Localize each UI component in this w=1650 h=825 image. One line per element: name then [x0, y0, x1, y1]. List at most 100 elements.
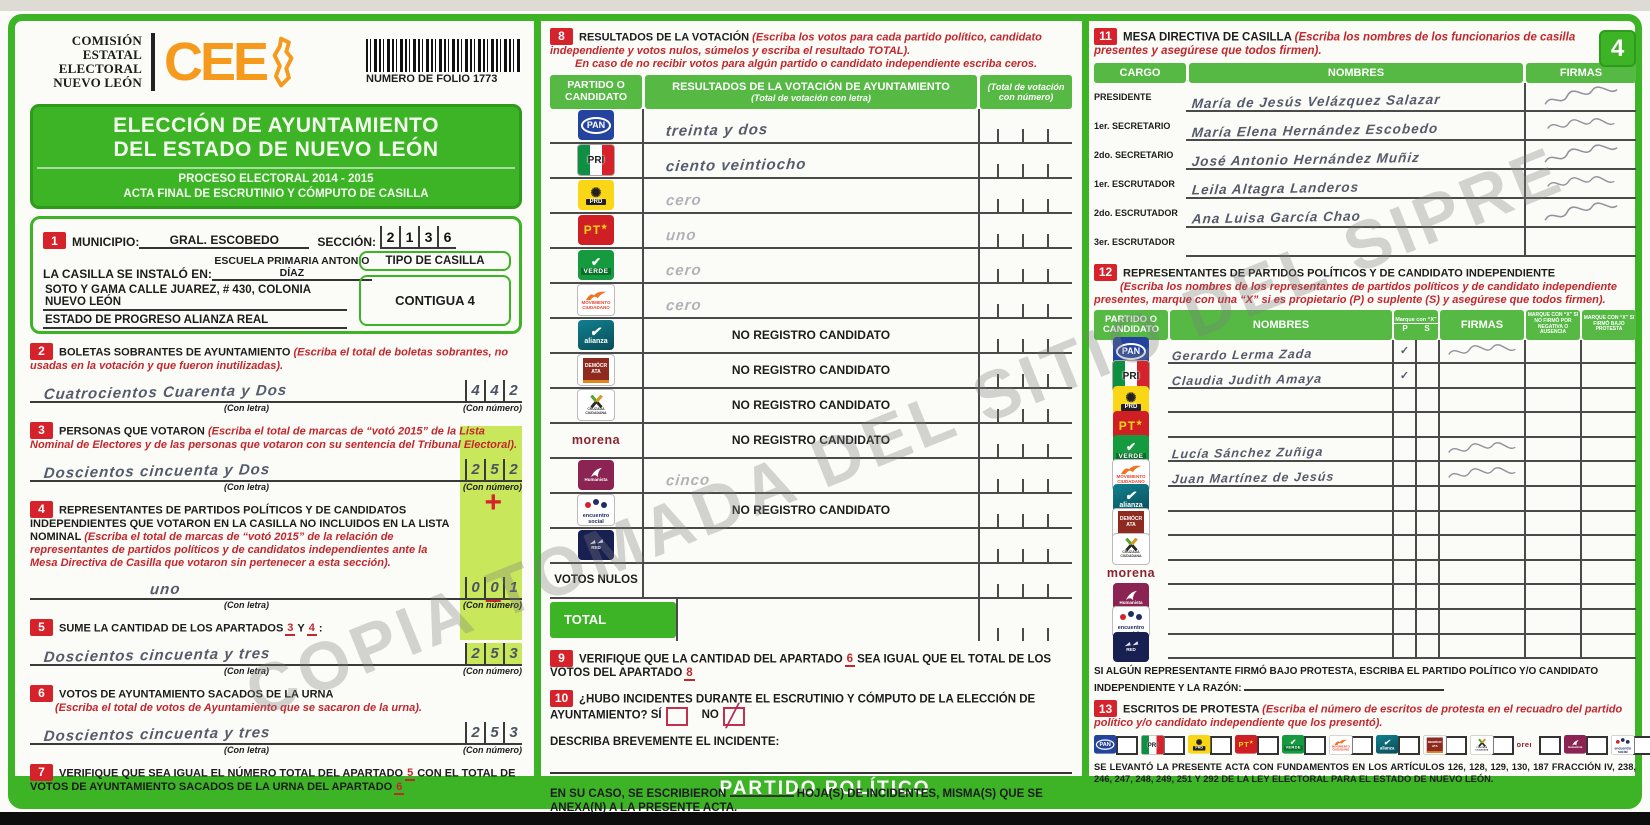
bajo-protesta-cell [1580, 560, 1636, 586]
party-logo-alianza: ✔ alianza [578, 320, 614, 351]
cargo-label: PRESIDENTE [1094, 92, 1152, 103]
suplente-mark [1415, 364, 1438, 389]
votacion-row-verde: ✔ VERDE cero [550, 248, 1072, 284]
bajo-protesta-cell [1580, 610, 1636, 635]
party-logo-verde: ✔ VERDE [578, 250, 614, 281]
signature-scribble [1544, 144, 1618, 163]
votacion-table-header: PARTIDO O CANDIDATO RESULTADOS DE LA VOT… [550, 74, 1072, 109]
protesta-box-democrata [1445, 735, 1467, 755]
votos-numero-encuentro [978, 493, 1072, 527]
votacion-rows: PAN treinta y dos PRI ciento veintiocho … [550, 108, 1072, 641]
signature-scribble [1547, 118, 1615, 130]
representante-nombre [1168, 536, 1392, 561]
bajo-protesta-cell [1580, 437, 1636, 463]
bajo-protesta-cell [1580, 634, 1636, 660]
votos-numero-prd [978, 178, 1072, 212]
no-firmo-cell [1524, 339, 1580, 365]
no-firmo-cell [1524, 634, 1580, 660]
party-logo-pri: PRI [1141, 735, 1165, 756]
votos-numero-pt [978, 213, 1072, 247]
section-3-personas-votaron: 3 PERSONAS QUE VOTARON (Escriba el total … [30, 422, 522, 492]
no-firmo-cell [1524, 610, 1580, 635]
tipo-casilla-label: TIPO DE CASILLA [359, 251, 511, 272]
propietario-mark [1392, 413, 1415, 438]
votos-letra-democrata: NO REGISTRO CANDIDATO [642, 353, 978, 387]
proceso-electoral: PROCESO ELECTORAL 2014 - 2015 [178, 173, 374, 186]
section-number-badge: 8 [550, 28, 573, 45]
section-number-badge: 9 [550, 649, 573, 667]
representante-firma [1438, 487, 1524, 512]
protesta-item-prd: ✺ PRD [1188, 735, 1232, 755]
protesta-item-alianza: ✔ alianza [1376, 735, 1420, 755]
no-firmo-cell [1524, 437, 1580, 463]
section-number-badge: 5 [30, 618, 53, 636]
representante-firma [1438, 364, 1524, 389]
header-divider [151, 33, 155, 91]
column-divider [1082, 21, 1089, 785]
votacion-row-alianza: ✔ alianza NO REGISTRO CANDIDATO [550, 318, 1072, 354]
section-number-badge: 12 [1094, 263, 1117, 281]
party-logo-red: RED [1113, 631, 1149, 662]
section-number-badge: 2 [30, 343, 53, 361]
total-numero [978, 598, 1072, 641]
party-logo-cruzada: CRUZADA CIUDADANA [1112, 532, 1150, 565]
protesta-item-morena: morena [1517, 735, 1561, 755]
bajo-protesta-cell [1580, 462, 1636, 488]
seccion-label: SECCIÓN: [317, 235, 377, 250]
col-total-numero: (Total de votación con número) [980, 74, 1072, 109]
acta-subtitle: ACTA FINAL DE ESCRUTINIO Y CÓMPUTO DE CA… [123, 187, 429, 200]
bajo-protesta-cell [1580, 339, 1636, 365]
org-name: COMISIÓN ESTATAL ELECTORAL NUEVO LEÓN [53, 33, 142, 90]
votacion-row-encuentro: encuentro social NO REGISTRO CANDIDATO [550, 493, 1072, 529]
suplente-mark [1415, 610, 1438, 635]
representante-firma [1438, 388, 1524, 414]
party-logo-pan: PAN [1094, 735, 1117, 754]
representante-row-prd: ✺ PRD [1094, 385, 1636, 416]
party-logo-encuentro: encuentro social [577, 494, 615, 527]
votos-letra-humanista: cinco [642, 458, 978, 492]
mesa-directiva-table: CARGO NOMBRES FIRMAS PRESIDENTE María de… [1094, 62, 1636, 257]
votos-numero-cruzada [978, 388, 1072, 422]
suplente-mark [1415, 536, 1438, 561]
representante-nombre [1168, 413, 1392, 438]
suplente-mark [1415, 585, 1438, 611]
funcionario-firma [1524, 111, 1636, 141]
hojas-incidentes-blank [729, 784, 794, 798]
representante-nombre [1168, 635, 1392, 660]
votos-numero-red [978, 528, 1072, 562]
funcionario-nombre: María de Jesús Velázquez Salazar [1186, 83, 1524, 112]
votos-numero-mc [978, 283, 1072, 317]
votos-letra-red [642, 528, 978, 562]
suplente-mark [1415, 462, 1438, 488]
bajo-protesta-cell [1580, 364, 1636, 389]
legal-footer: SE LEVANTÓ LA PRESENTE ACTA CON FUNDAMEN… [1094, 762, 1636, 785]
representante-nombre [1168, 561, 1392, 586]
party-logo-mc: MOVIMIENTO CIUDADANO [577, 284, 615, 317]
protesta-box-cruzada [1492, 735, 1514, 755]
no-firmo-cell [1524, 462, 1580, 488]
suplente-mark [1415, 413, 1438, 438]
votos-letra-verde: cero [642, 248, 978, 282]
mesa-row: 1er. ESCRUTADOR Leila Altagra Landeros [1094, 169, 1636, 199]
signature-scribble [1544, 202, 1618, 221]
suplente-mark [1415, 339, 1438, 365]
form-title-panel: ELECCIÓN DE AYUNTAMIENTO DEL ESTADO DE N… [30, 104, 522, 210]
section-13-escritos-protesta: 13 ESCRITOS DE PROTESTA (Escriba el númer… [1094, 700, 1623, 730]
protesta-box-pt [1257, 735, 1279, 755]
party-logo-morena: morena [571, 433, 621, 448]
propietario-mark [1392, 487, 1415, 512]
protesta-item-pan: PAN [1094, 735, 1138, 755]
bajo-protesta-cell [1580, 536, 1636, 561]
no-checkbox [722, 703, 745, 728]
bajo-protesta-cell [1580, 487, 1636, 512]
votos-letra-pri: ciento veintiocho [642, 143, 978, 177]
tipo-casilla-value: CONTIGUA 4 [359, 275, 511, 327]
party-logo-alianza: ✔ alianza [1376, 735, 1399, 754]
votacion-row-total: TOTAL [550, 598, 1072, 641]
total-letra [676, 598, 978, 641]
no-firmo-cell [1524, 388, 1580, 414]
